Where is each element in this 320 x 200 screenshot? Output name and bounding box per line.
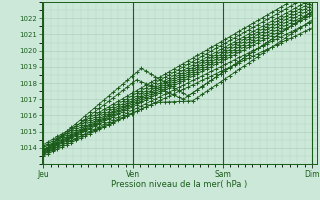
X-axis label: Pression niveau de la mer( hPa ): Pression niveau de la mer( hPa ) — [111, 180, 247, 189]
